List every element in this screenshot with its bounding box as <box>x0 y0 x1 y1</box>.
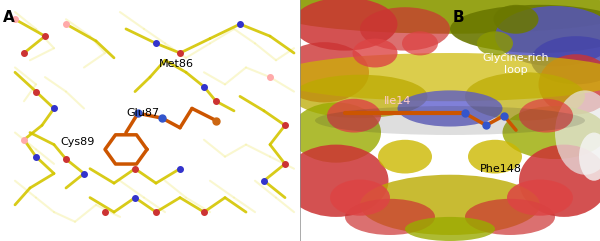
Ellipse shape <box>450 5 600 53</box>
Text: Phe148: Phe148 <box>480 164 522 174</box>
Ellipse shape <box>279 42 369 102</box>
Text: Glycine-rich
loop: Glycine-rich loop <box>482 53 550 75</box>
Ellipse shape <box>465 199 555 235</box>
Ellipse shape <box>270 0 600 34</box>
Ellipse shape <box>378 140 432 174</box>
Ellipse shape <box>345 199 435 235</box>
Ellipse shape <box>531 36 600 84</box>
Ellipse shape <box>284 145 389 217</box>
Ellipse shape <box>519 145 600 217</box>
Ellipse shape <box>398 90 503 127</box>
Ellipse shape <box>293 0 398 51</box>
Text: A: A <box>3 10 15 25</box>
Ellipse shape <box>477 31 513 55</box>
Text: Cys89: Cys89 <box>60 137 94 147</box>
Ellipse shape <box>293 75 427 118</box>
Ellipse shape <box>468 140 522 174</box>
Ellipse shape <box>405 217 495 241</box>
Ellipse shape <box>465 72 585 120</box>
Ellipse shape <box>353 39 398 67</box>
Ellipse shape <box>360 7 450 51</box>
Ellipse shape <box>539 54 600 114</box>
Ellipse shape <box>402 31 438 55</box>
Ellipse shape <box>360 175 540 235</box>
Ellipse shape <box>503 106 600 159</box>
Ellipse shape <box>270 53 600 101</box>
Ellipse shape <box>493 5 539 34</box>
Ellipse shape <box>291 102 381 163</box>
Ellipse shape <box>327 99 381 133</box>
Ellipse shape <box>519 99 573 133</box>
Ellipse shape <box>555 90 600 175</box>
Text: B: B <box>453 10 464 25</box>
Ellipse shape <box>507 180 573 216</box>
Ellipse shape <box>495 6 600 66</box>
Text: Met86: Met86 <box>159 60 194 69</box>
Text: Glu87: Glu87 <box>126 108 159 118</box>
Ellipse shape <box>330 180 390 216</box>
Ellipse shape <box>579 133 600 181</box>
Text: Ile14: Ile14 <box>384 96 412 106</box>
Ellipse shape <box>315 106 585 135</box>
